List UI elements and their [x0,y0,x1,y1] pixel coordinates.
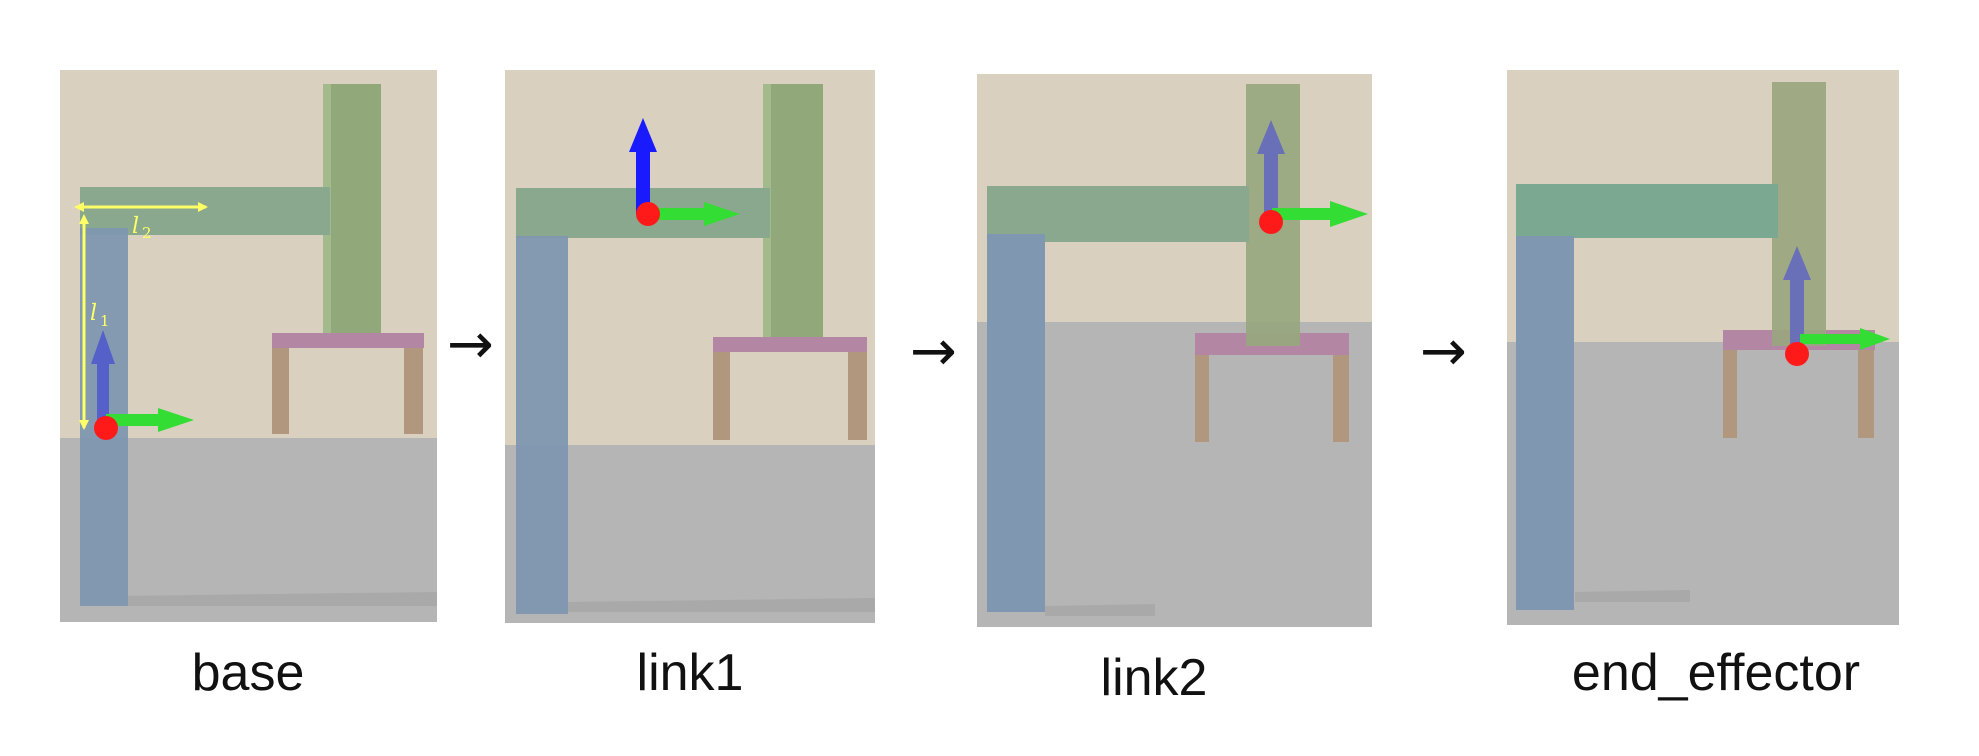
table-leg [713,340,730,440]
l1-subscript: 1 [100,312,110,330]
axis-x-shaft [648,208,708,220]
link-horizontal [80,187,330,235]
axis-x-head [1330,201,1368,227]
table-leg [1858,334,1874,438]
axis-z-head [91,330,115,364]
end-column [323,84,381,338]
axis-x-head [704,202,740,226]
panel-label-link2: link2 [1101,649,1208,707]
l2-symbol: l [132,214,139,239]
panel-label-end-effector: end_effector [1572,644,1860,702]
link-vertical [516,236,568,614]
table-top [713,337,867,352]
link-vertical [987,234,1045,612]
axis-z-head [629,118,657,152]
panel-link2: link2 [977,74,1372,707]
axis-x-head [1860,328,1890,350]
axis-z-head [1783,246,1811,280]
axis-z-shaft [1790,276,1804,344]
link-vertical [1516,236,1574,610]
l2-subscript: 2 [142,224,152,242]
end-column [763,84,823,344]
frame-origin [1785,342,1809,366]
axis-x-shaft [1800,334,1864,344]
floor-shadow [115,592,437,606]
table-top [272,333,424,348]
link-horizontal [987,186,1249,242]
frame-origin [94,416,118,440]
panel-link1: link1 [505,70,875,702]
axis-x-shaft [1272,208,1334,220]
table-leg [1333,340,1349,442]
floor-shadow [565,598,875,612]
table-leg [1195,340,1209,442]
axis-z-shaft [636,148,650,214]
frame-origin [636,202,660,226]
panel-end-effector: end_effector [1507,70,1899,702]
transition-arrow: → [447,312,494,377]
transition-arrow: → [910,319,957,384]
axis-z-head [1257,120,1285,154]
axis-x-head [158,408,194,432]
l1-symbol: l [90,301,97,326]
table-leg [848,340,867,440]
frame-origin [1259,210,1283,234]
table-leg [404,336,423,434]
table-leg [1723,334,1737,438]
floor-shadow [1045,604,1155,616]
panel-base: l 2 l 1 base [60,70,437,702]
floor-shadow [1575,590,1690,602]
panel-label-link1: link1 [637,644,744,702]
transition-arrow: → [1420,319,1467,384]
axis-z-shaft [97,360,109,424]
table-leg [272,336,289,434]
axis-x-shaft [106,414,162,426]
panel-label-base: base [192,644,305,702]
axis-z-shaft [1264,150,1278,222]
link-horizontal [1516,184,1778,238]
